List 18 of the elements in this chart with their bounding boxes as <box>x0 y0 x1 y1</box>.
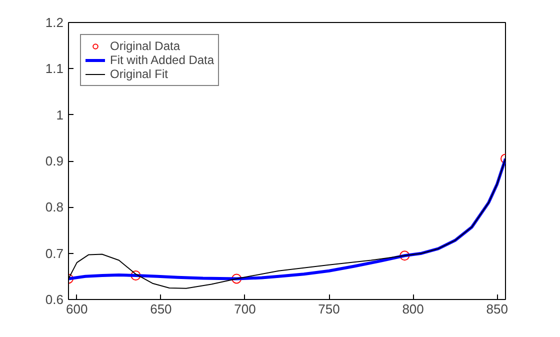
legend-label: Fit with Added Data <box>110 53 214 67</box>
y-tick-label: 0.6 <box>45 292 64 307</box>
point <box>130 270 141 280</box>
x-tick-label: 600 <box>66 302 88 316</box>
legend-label: Original Fit <box>110 67 168 81</box>
y-tick-label: 0.8 <box>45 200 64 215</box>
point <box>232 274 242 284</box>
y-tick-label: 1 <box>56 107 64 122</box>
y-tick-label: 0.7 <box>45 246 64 261</box>
x-tick-label: 650 <box>150 302 172 316</box>
x-tick-label: 850 <box>486 302 508 316</box>
x-tick-label: 800 <box>402 302 424 316</box>
y-tick-label: 1.2 <box>45 15 64 30</box>
legend-label: Original Data <box>110 39 180 53</box>
x-tick-label: 750 <box>318 302 340 316</box>
x-tick-label: 700 <box>234 302 256 316</box>
y-tick-label: 1.1 <box>45 61 64 76</box>
y-tick-label: 0.9 <box>45 154 64 168</box>
